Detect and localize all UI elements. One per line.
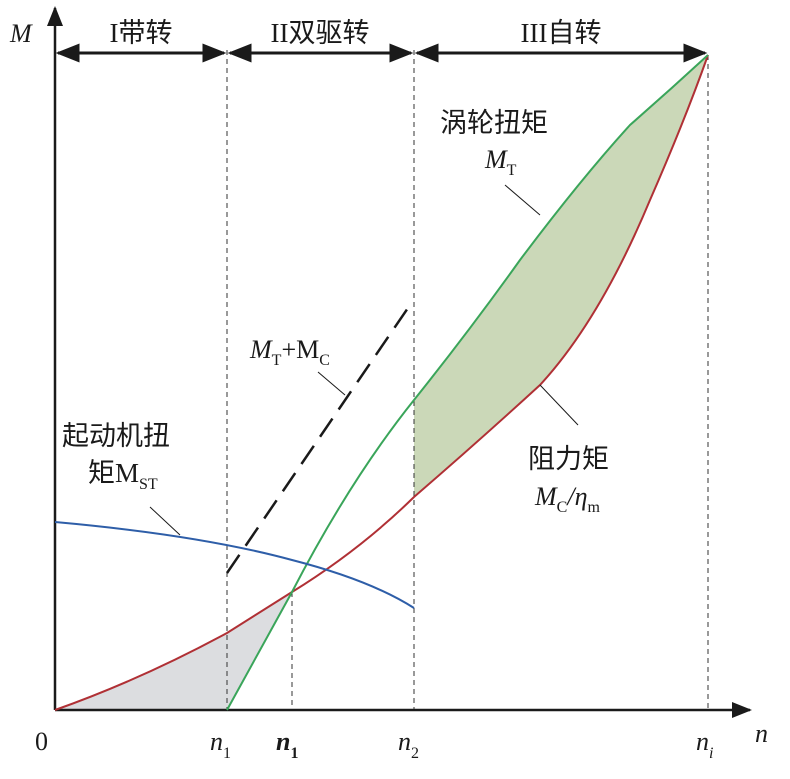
leaders xyxy=(149,184,579,536)
text-part: 1 xyxy=(290,745,298,762)
turbine-symbol: MT xyxy=(484,145,517,179)
x-mark: ni xyxy=(696,727,713,762)
text-part: C xyxy=(557,499,568,516)
text-part: ST xyxy=(139,476,158,493)
text-part: n xyxy=(398,727,411,756)
text-part: n xyxy=(210,727,223,756)
text-part: i xyxy=(709,745,713,762)
region-label: II双驱转 xyxy=(271,18,370,48)
starter-curve xyxy=(54,521,415,609)
text-part: T xyxy=(272,352,282,369)
starter-name: 起动机扭 xyxy=(62,421,170,451)
text-part: T xyxy=(507,162,517,179)
text-part: M xyxy=(484,145,508,174)
turbine-curve xyxy=(226,54,709,711)
text-part: m xyxy=(587,499,600,516)
text-part: 2 xyxy=(411,745,419,762)
text-part: M xyxy=(249,335,273,364)
origin-label: 0 xyxy=(35,727,48,756)
starter-assist-area xyxy=(55,592,292,710)
text-part: M xyxy=(534,482,558,511)
text-part: /η xyxy=(565,482,587,511)
region-label: I带转 xyxy=(110,18,173,48)
x-mark: n2 xyxy=(398,727,419,762)
excess-torque-area xyxy=(414,55,708,497)
text-part: 1 xyxy=(223,745,231,762)
text-part: 矩M xyxy=(88,458,139,488)
region-label: III自转 xyxy=(521,18,602,48)
guides xyxy=(226,50,709,710)
combined-curve xyxy=(225,304,412,574)
resistance-symbol: MC/ηm xyxy=(534,482,600,516)
text-part: n xyxy=(696,727,709,756)
x-axis-label: n xyxy=(755,719,768,748)
starter-symbol: 矩MST xyxy=(88,458,158,493)
text-part: C xyxy=(319,352,330,369)
turbine-name: 涡轮扭矩 xyxy=(440,108,548,138)
resistance-curve xyxy=(54,54,709,711)
text-part: n xyxy=(276,727,290,756)
text-part: +M xyxy=(281,335,319,364)
x-mark: n1 xyxy=(210,727,231,762)
combined-symbol: MT+MC xyxy=(249,335,330,369)
y-axis-label: M xyxy=(9,19,33,48)
x-mark: n1 xyxy=(276,727,298,762)
resistance-name: 阻力矩 xyxy=(528,444,609,474)
